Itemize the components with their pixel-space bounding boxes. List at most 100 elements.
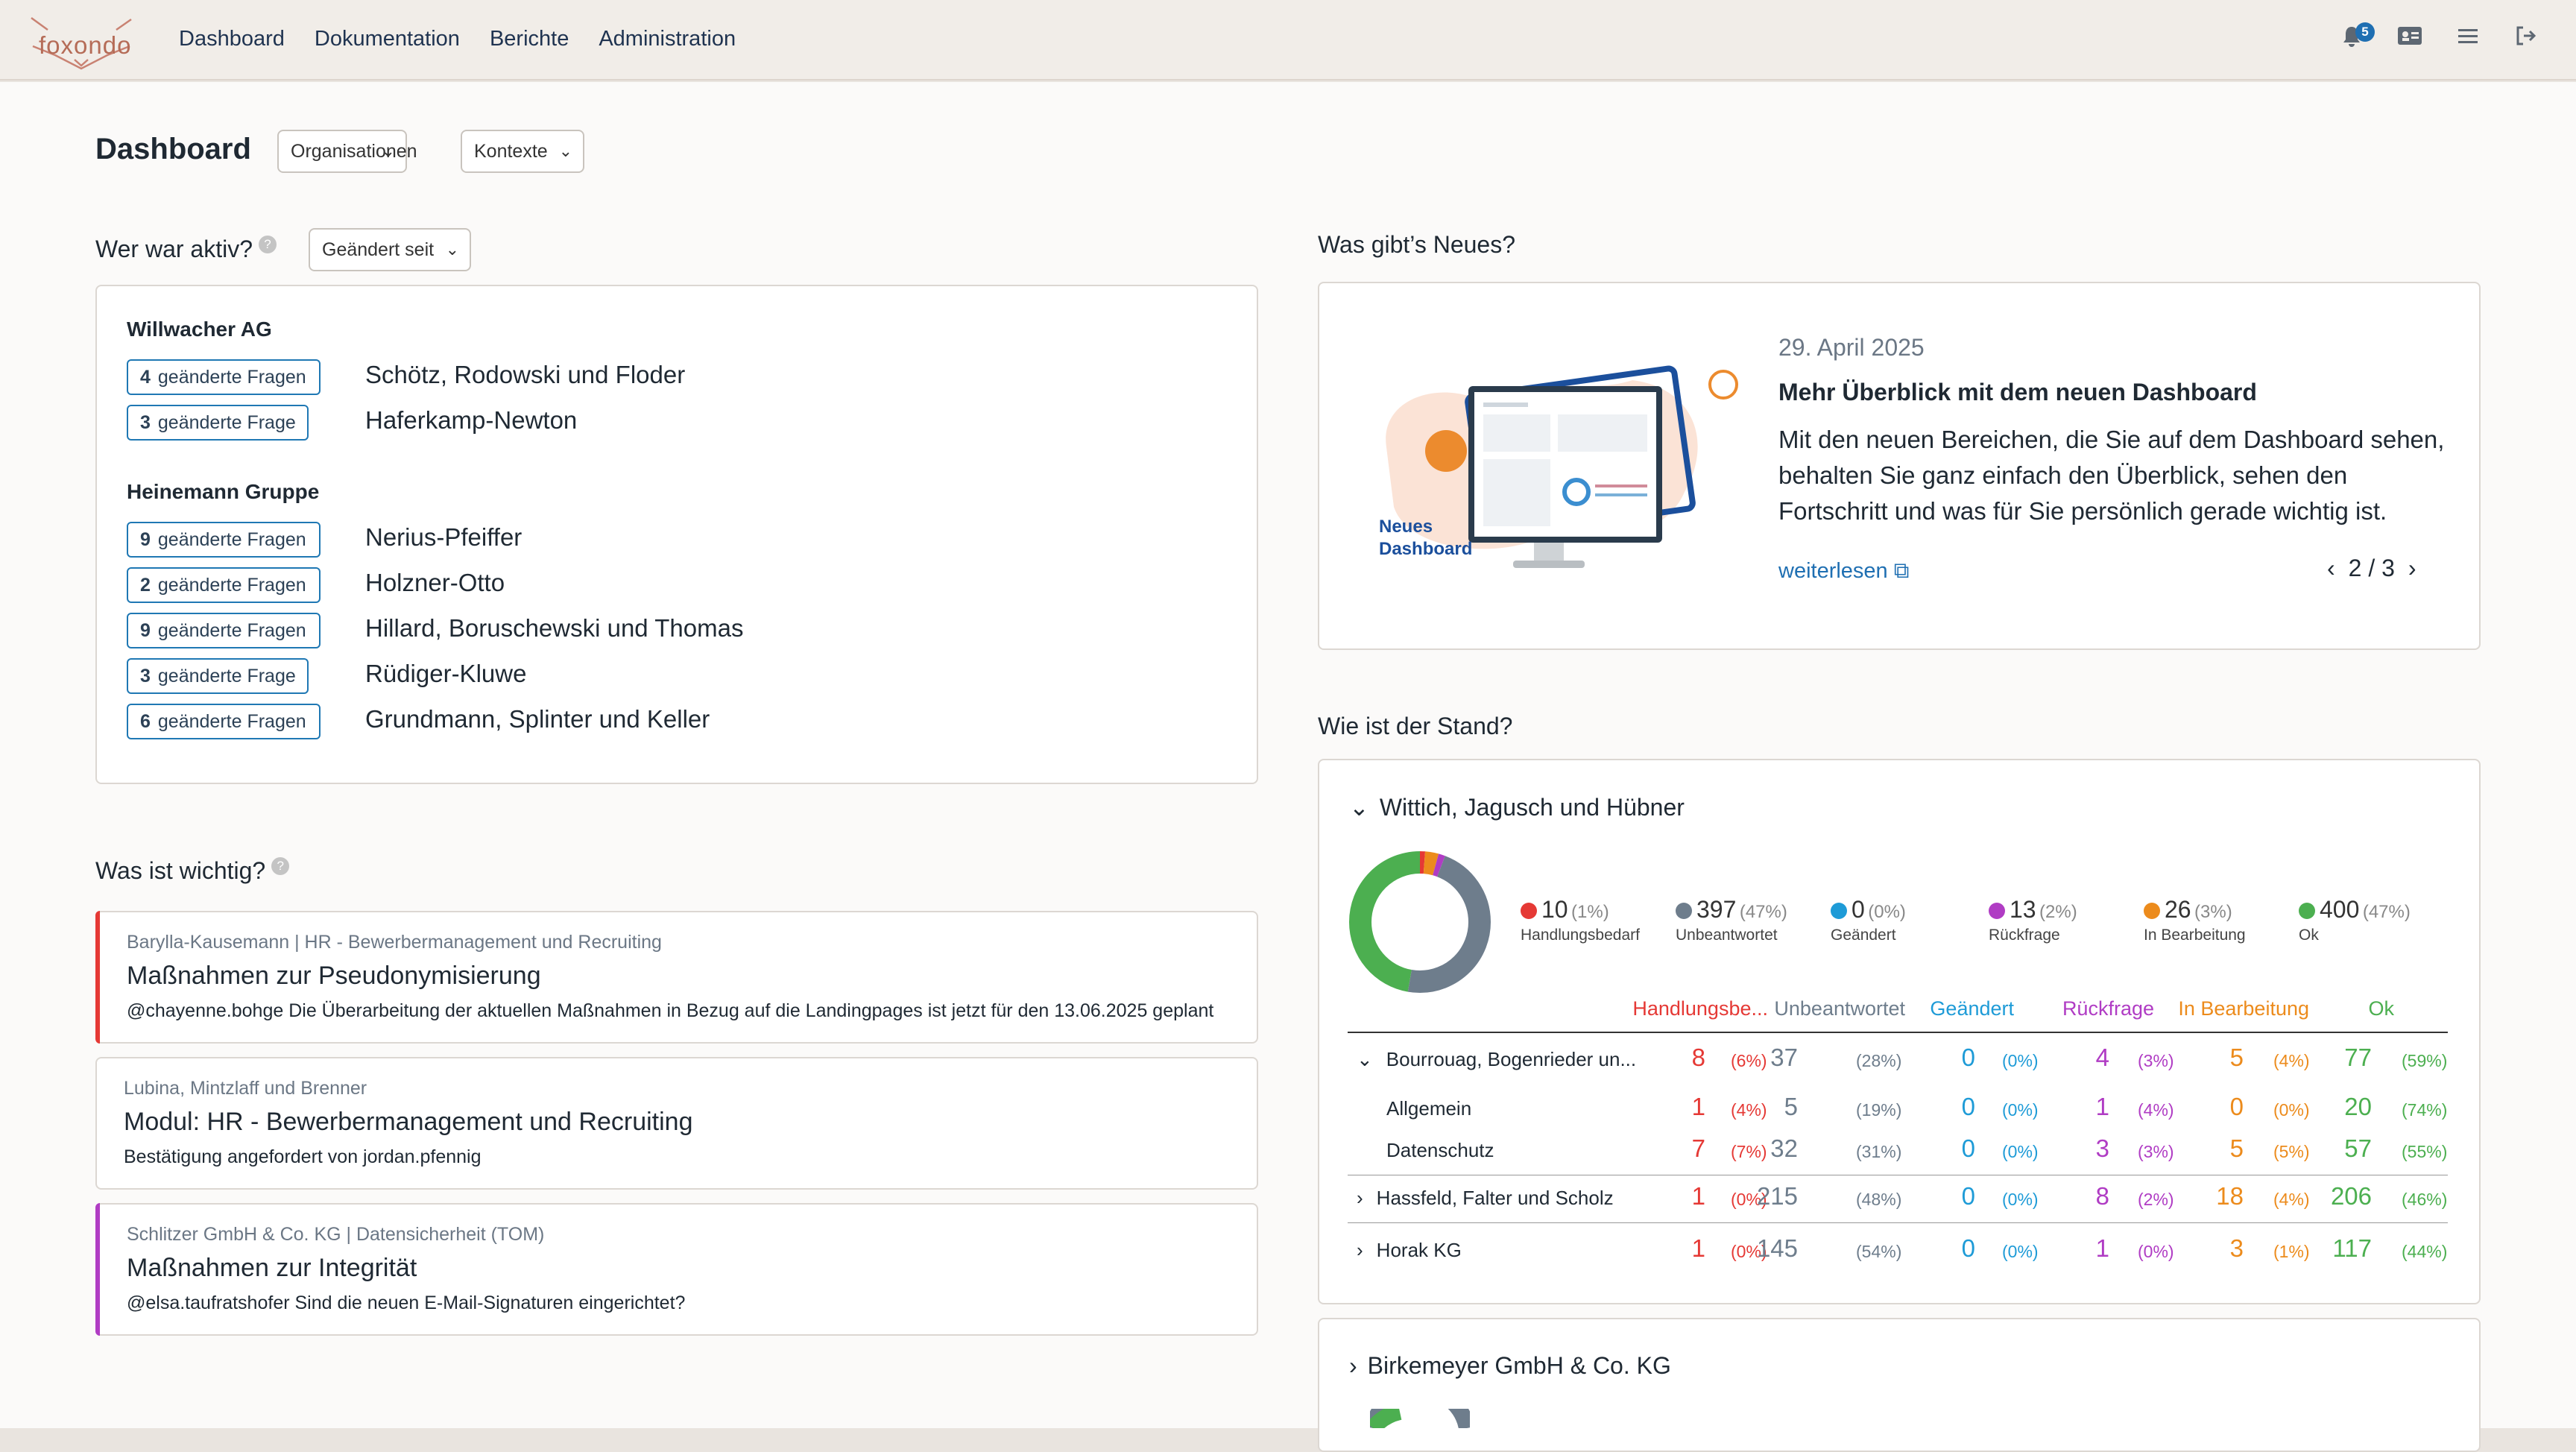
changed-since-dropdown[interactable]: Geändert seit ⌄ (309, 228, 471, 271)
status-card-2 (1318, 1318, 2481, 1452)
status-count[interactable]: 117 (2332, 1234, 2372, 1262)
status-percent: (2%) (2138, 1190, 2174, 1209)
badge-count: 6 (140, 711, 151, 732)
column-header[interactable]: Unbeantwortet (1774, 997, 1905, 1020)
nav-dashboard[interactable]: Dashboard (179, 27, 285, 51)
column-header[interactable]: Geändert (1930, 997, 2014, 1020)
id-card-icon[interactable] (2397, 25, 2422, 51)
status-org-toggle[interactable]: ⌄ Wittich, Jagusch und Hübner (1349, 793, 1685, 821)
column-header[interactable]: In Bearbeitung (2178, 997, 2309, 1020)
active-card: Willwacher AG 4 geänderte Fragen Schötz, … (95, 285, 1258, 784)
status-count[interactable]: 145 (1756, 1234, 1798, 1262)
nav-berichte[interactable]: Berichte (489, 27, 569, 51)
illustration-label: Dashboard (1379, 539, 1472, 559)
changes-badge[interactable]: 3 geänderte Frage (127, 405, 309, 441)
column-header[interactable]: Ok (2368, 997, 2394, 1020)
illustration-label: Neues (1379, 517, 1433, 537)
menu-icon[interactable] (2455, 25, 2481, 51)
read-more-label: weiterlesen (1778, 559, 1888, 583)
status-count[interactable]: 5 (1784, 1093, 1798, 1120)
status-percent: (4%) (2273, 1051, 2310, 1070)
status-percent: (4%) (2138, 1100, 2174, 1120)
logout-icon[interactable] (2513, 25, 2539, 51)
changes-badge[interactable]: 6 geänderte Fragen (127, 704, 321, 739)
status-count[interactable]: 0 (1961, 1093, 1975, 1120)
status-count[interactable]: 206 (2330, 1182, 2372, 1210)
status-count[interactable]: 0 (1961, 1182, 1975, 1210)
category-row-name[interactable]: Allgemein (1386, 1097, 1472, 1120)
column-header[interactable]: Rückfrage (2062, 997, 2154, 1020)
project-link[interactable]: Schötz, Rodowski und Floder (365, 361, 686, 388)
legend-percent: (0%) (1868, 902, 1906, 922)
project-link[interactable]: Grundmann, Splinter und Keller (365, 705, 710, 733)
status-count[interactable]: 1 (1691, 1234, 1705, 1262)
changes-badge[interactable]: 9 geänderte Fragen (127, 522, 321, 558)
project-link[interactable]: Holzner-Otto (365, 569, 505, 596)
status-percent: (3%) (2138, 1051, 2174, 1070)
status-count[interactable]: 0 (1961, 1234, 1975, 1262)
foxondo-logo[interactable]: foxondo (25, 10, 137, 72)
nav-dokumentation[interactable]: Dokumentation (314, 27, 460, 51)
project-row-toggle[interactable]: ⌄ Bourrouag, Bogenrieder un... (1357, 1048, 1636, 1071)
status-percent: (3%) (2138, 1142, 2174, 1161)
project-link[interactable]: Rüdiger-Kluwe (365, 660, 527, 687)
important-item[interactable]: Schlitzer GmbH & Co. KG | Datensicherhei… (95, 1203, 1258, 1336)
status-count[interactable]: 1 (2095, 1093, 2109, 1120)
status-section-title: Wie ist der Stand? (1318, 713, 1513, 739)
status-count[interactable]: 1 (1691, 1093, 1705, 1120)
changes-badge[interactable]: 4 geänderte Fragen (127, 359, 321, 395)
changes-badge[interactable]: 9 geänderte Fragen (127, 613, 321, 648)
status-percent: (31%) (1856, 1142, 1902, 1161)
status-percent: (7%) (1731, 1142, 1767, 1161)
item-meta: Schlitzer GmbH & Co. KG | Datensicherhei… (127, 1224, 545, 1245)
column-header[interactable]: Handlungsbe... (1632, 997, 1768, 1020)
status-count[interactable]: 7 (1691, 1134, 1705, 1162)
important-item[interactable]: Barylla-Kausemann | HR - Bewerbermanagem… (95, 911, 1258, 1044)
organisations-dropdown[interactable]: Organisationen ⌄ (277, 130, 417, 173)
status-count[interactable]: 77 (2344, 1044, 2372, 1071)
project-row-toggle[interactable]: › Horak KG (1357, 1239, 1462, 1262)
status-count[interactable]: 0 (1961, 1134, 1975, 1162)
status-count[interactable]: 37 (1770, 1044, 1798, 1071)
status-count[interactable]: 8 (1691, 1044, 1705, 1071)
status-count[interactable]: 18 (2216, 1182, 2244, 1210)
help-icon[interactable]: ? (271, 857, 290, 875)
status-count[interactable]: 57 (2344, 1134, 2372, 1162)
chevron-right-icon[interactable]: › (2408, 555, 2416, 581)
important-item[interactable]: Lubina, Mintzlaff und Brenner Modul: HR … (95, 1057, 1258, 1190)
status-count[interactable]: 5 (2229, 1044, 2244, 1071)
status-count[interactable]: 1 (1691, 1182, 1705, 1210)
legend-dot (1831, 903, 1847, 919)
read-more-link[interactable]: weiterlesen ⧉ (1778, 559, 1909, 584)
item-description: @elsa.taufratshofer Sind die neuen E-Mai… (127, 1292, 686, 1313)
status-org-toggle-2[interactable]: › Birkemeyer GmbH & Co. KG (1349, 1352, 1671, 1380)
category-row-name[interactable]: Datenschutz (1386, 1139, 1494, 1161)
status-count[interactable]: 1 (2095, 1234, 2109, 1262)
status-count[interactable]: 0 (2229, 1093, 2244, 1120)
help-icon[interactable]: ? (259, 236, 277, 253)
status-count[interactable]: 5 (2229, 1134, 2244, 1162)
project-link[interactable]: Nerius-Pfeiffer (365, 523, 523, 551)
contexts-dropdown[interactable]: Kontexte ⌄ (461, 130, 584, 173)
project-link[interactable]: Hillard, Boruschewski und Thomas (365, 614, 744, 642)
status-count[interactable]: 3 (2229, 1234, 2244, 1262)
status-count[interactable]: 3 (2095, 1134, 2109, 1162)
row-divider (1348, 1222, 2448, 1223)
project-row-toggle[interactable]: › Hassfeld, Falter und Scholz (1357, 1187, 1614, 1210)
legend-item: 400 (47%) Ok (2299, 896, 2411, 944)
status-count[interactable]: 215 (1756, 1182, 1798, 1210)
status-count[interactable]: 8 (2095, 1182, 2109, 1210)
news-illustration: Neues Dashboard (1364, 350, 1714, 596)
project-link[interactable]: Haferkamp-Newton (365, 406, 578, 434)
status-count[interactable]: 20 (2344, 1093, 2372, 1120)
status-count[interactable]: 0 (1961, 1044, 1975, 1071)
chevron-down-icon: ⌄ (445, 240, 459, 259)
changes-badge[interactable]: 3 geänderte Frage (127, 658, 309, 694)
status-count[interactable]: 4 (2095, 1044, 2109, 1071)
nav-administration[interactable]: Administration (599, 27, 736, 51)
bell-icon[interactable]: 5 (2339, 22, 2375, 51)
changes-badge[interactable]: 2 geänderte Fragen (127, 567, 321, 603)
chevron-left-icon[interactable]: ‹ (2327, 555, 2335, 581)
status-count[interactable]: 32 (1770, 1134, 1798, 1162)
legend-label: Unbeantwortet (1676, 927, 1778, 944)
